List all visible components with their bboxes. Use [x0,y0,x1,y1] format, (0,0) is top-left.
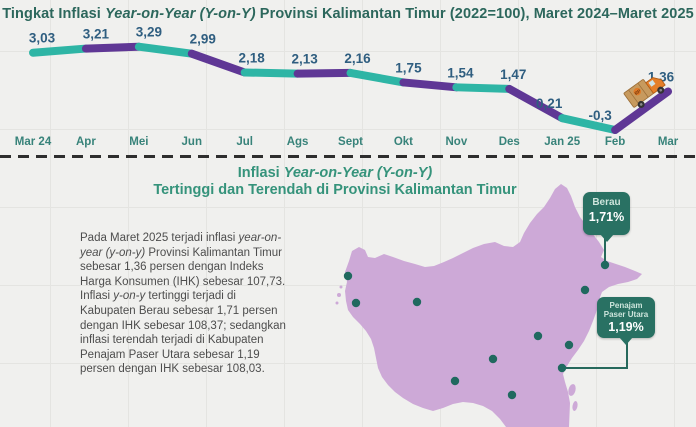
truck-rp-label: RP [634,88,642,96]
map-dot [564,340,574,350]
text-run: Pada Maret 2025 terjadi inflasi [80,232,239,244]
truck-box-seam [637,82,649,98]
map-dot [533,331,543,341]
line-segment [558,114,620,134]
line-segment [240,68,302,78]
value-label: 1,75 [395,60,422,75]
map-dot [600,260,610,270]
island [568,384,576,396]
value-label: 2,18 [239,50,266,65]
island [572,401,578,411]
offshore-islands [335,285,578,411]
island [335,301,339,305]
text-run-italic: Year-on-Year (Y-on-Y) [105,6,256,22]
text-run-italic: y-on-y [113,290,146,303]
map-dot [351,298,361,308]
truck-hubcap [659,88,663,92]
map-dot [507,390,517,400]
month-label: Jan 25 [544,136,580,148]
value-label: 3,21 [83,27,110,42]
month-label: Mar [658,136,679,148]
line-segment [293,68,355,78]
value-label: -0,3 [588,108,612,123]
month-label: Nov [445,136,467,148]
line-segment [187,49,249,77]
text-run: Tingkat Inflasi [2,6,106,22]
section-heading: Inflasi Year-on-Year (Y-on-Y) Tertinggi … [0,165,670,198]
value-label: 3,29 [136,25,162,40]
month-label: Des [499,136,520,148]
kalimantan-silhouette [345,184,642,427]
island [339,285,343,289]
truck-hubcap [639,103,643,106]
month-label: Jul [236,136,253,148]
text-run: Inflasi [237,165,284,181]
island [337,293,341,297]
month-label: Mei [129,136,148,148]
ppu-callout-connector [566,336,628,369]
line-segment [452,83,514,93]
line-segment [134,42,196,58]
value-label: 2,13 [291,52,318,67]
line-segment [399,78,461,92]
line-segment [611,87,673,134]
section-heading-line2: Tertinggi dan Terendah di Provinsi Kalim… [153,181,517,198]
month-label: Ags [287,136,309,148]
truck-rp-badge [633,87,642,96]
text-run: Provinsi Kalimantan Timur sebesar 1,36 p… [80,246,286,303]
map-dot [412,297,422,307]
truck-icon: RP [619,63,676,118]
text-run-italic: Year-on-Year (Y-on-Y) [283,165,433,181]
map-dot [343,271,353,281]
month-label: Mar 24 [15,136,52,148]
value-label: 2,99 [190,32,216,47]
section-heading-line1: Inflasi Year-on-Year (Y-on-Y) [0,165,670,182]
month-label: Okt [394,136,413,148]
text-run: tertinggi terjadi di Kabupaten Berau seb… [80,290,286,376]
text-run: Provinsi Kalimantan Timur (2022=100), Ma… [255,6,694,22]
callout-berau-name: Berau [592,197,621,208]
map-dot [557,363,567,373]
line-segment [505,84,567,123]
callout-berau-value: 1,71% [588,210,625,224]
month-label: Feb [605,136,625,148]
value-label: 2,16 [344,51,371,66]
line-segment [29,44,90,57]
callout-ppu-value: 1,19% [608,320,644,334]
callout-ppu-name: Penajam Paser Utara [603,301,649,319]
month-label: Jun [182,136,202,148]
callout-penajam-paser-utara: Penajam Paser Utara 1,19% [597,297,655,338]
city-dots [343,260,610,400]
value-label: 0,21 [536,96,563,111]
map-dot [450,376,460,386]
value-label: 3,03 [29,31,56,46]
truck-graphic: RP [623,77,666,108]
text-run-italic: year-on-year (y-on-y) [80,232,282,259]
truck-window [648,79,656,87]
page-title: Tingkat Inflasi Year-on-Year (Y-on-Y) Pr… [0,6,696,22]
map-dot [488,354,498,364]
map-dot [580,285,590,295]
value-label: 1,54 [447,65,474,80]
truck-box-seam [628,89,640,105]
callout-berau: Berau 1,71% [583,192,630,235]
line-segment [81,42,143,53]
month-label: Apr [76,136,96,148]
narrative-text: Pada Maret 2025 terjadi inflasi year-on-… [80,231,288,377]
inflation-line-chart: 3,03 3,21 3,29 2,99 2,18 2,13 2,16 1,75 1,54 1,47… [15,25,679,148]
line-segment [346,68,408,87]
month-label: Sept [338,136,363,148]
dashed-divider [0,155,696,158]
value-label: 1,47 [500,67,526,82]
